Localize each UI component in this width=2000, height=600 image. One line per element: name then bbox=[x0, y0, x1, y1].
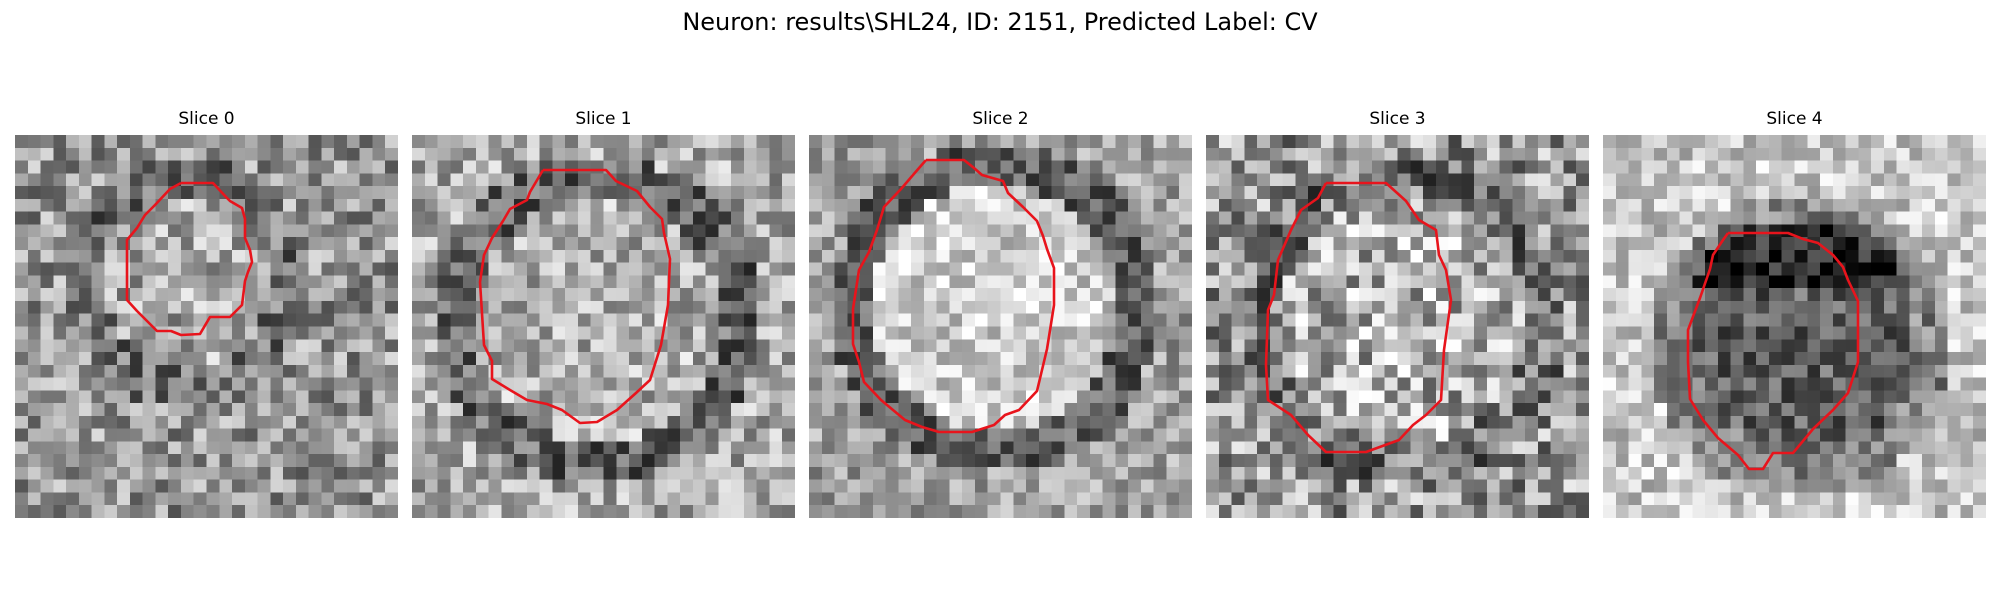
slice-1-image bbox=[412, 135, 795, 518]
panel-title-slice-1: Slice 1 bbox=[575, 109, 632, 129]
panel-title-slice-4: Slice 4 bbox=[1766, 109, 1823, 129]
panel-title-slice-3: Slice 3 bbox=[1369, 109, 1426, 129]
panel-title-slice-0: Slice 0 bbox=[178, 109, 235, 129]
grayscale-patch bbox=[412, 135, 795, 518]
slice-4-image bbox=[1603, 135, 1986, 518]
neuron-contour bbox=[125, 181, 254, 337]
grayscale-patch bbox=[1206, 135, 1589, 518]
figure-title: Neuron: results\SHL24, ID: 2151, Predict… bbox=[682, 8, 1318, 36]
neuron-contour bbox=[478, 168, 672, 425]
slice-2-image bbox=[809, 135, 1192, 518]
grayscale-patch bbox=[809, 135, 1192, 518]
grayscale-patch bbox=[1603, 135, 1986, 518]
slice-0-image bbox=[15, 135, 398, 518]
neuron-contour bbox=[851, 158, 1056, 434]
grayscale-patch bbox=[15, 135, 398, 518]
neuron-contour bbox=[1686, 231, 1860, 471]
neuron-contour bbox=[1264, 181, 1453, 454]
slice-3-image bbox=[1206, 135, 1589, 518]
panel-title-slice-2: Slice 2 bbox=[972, 109, 1029, 129]
